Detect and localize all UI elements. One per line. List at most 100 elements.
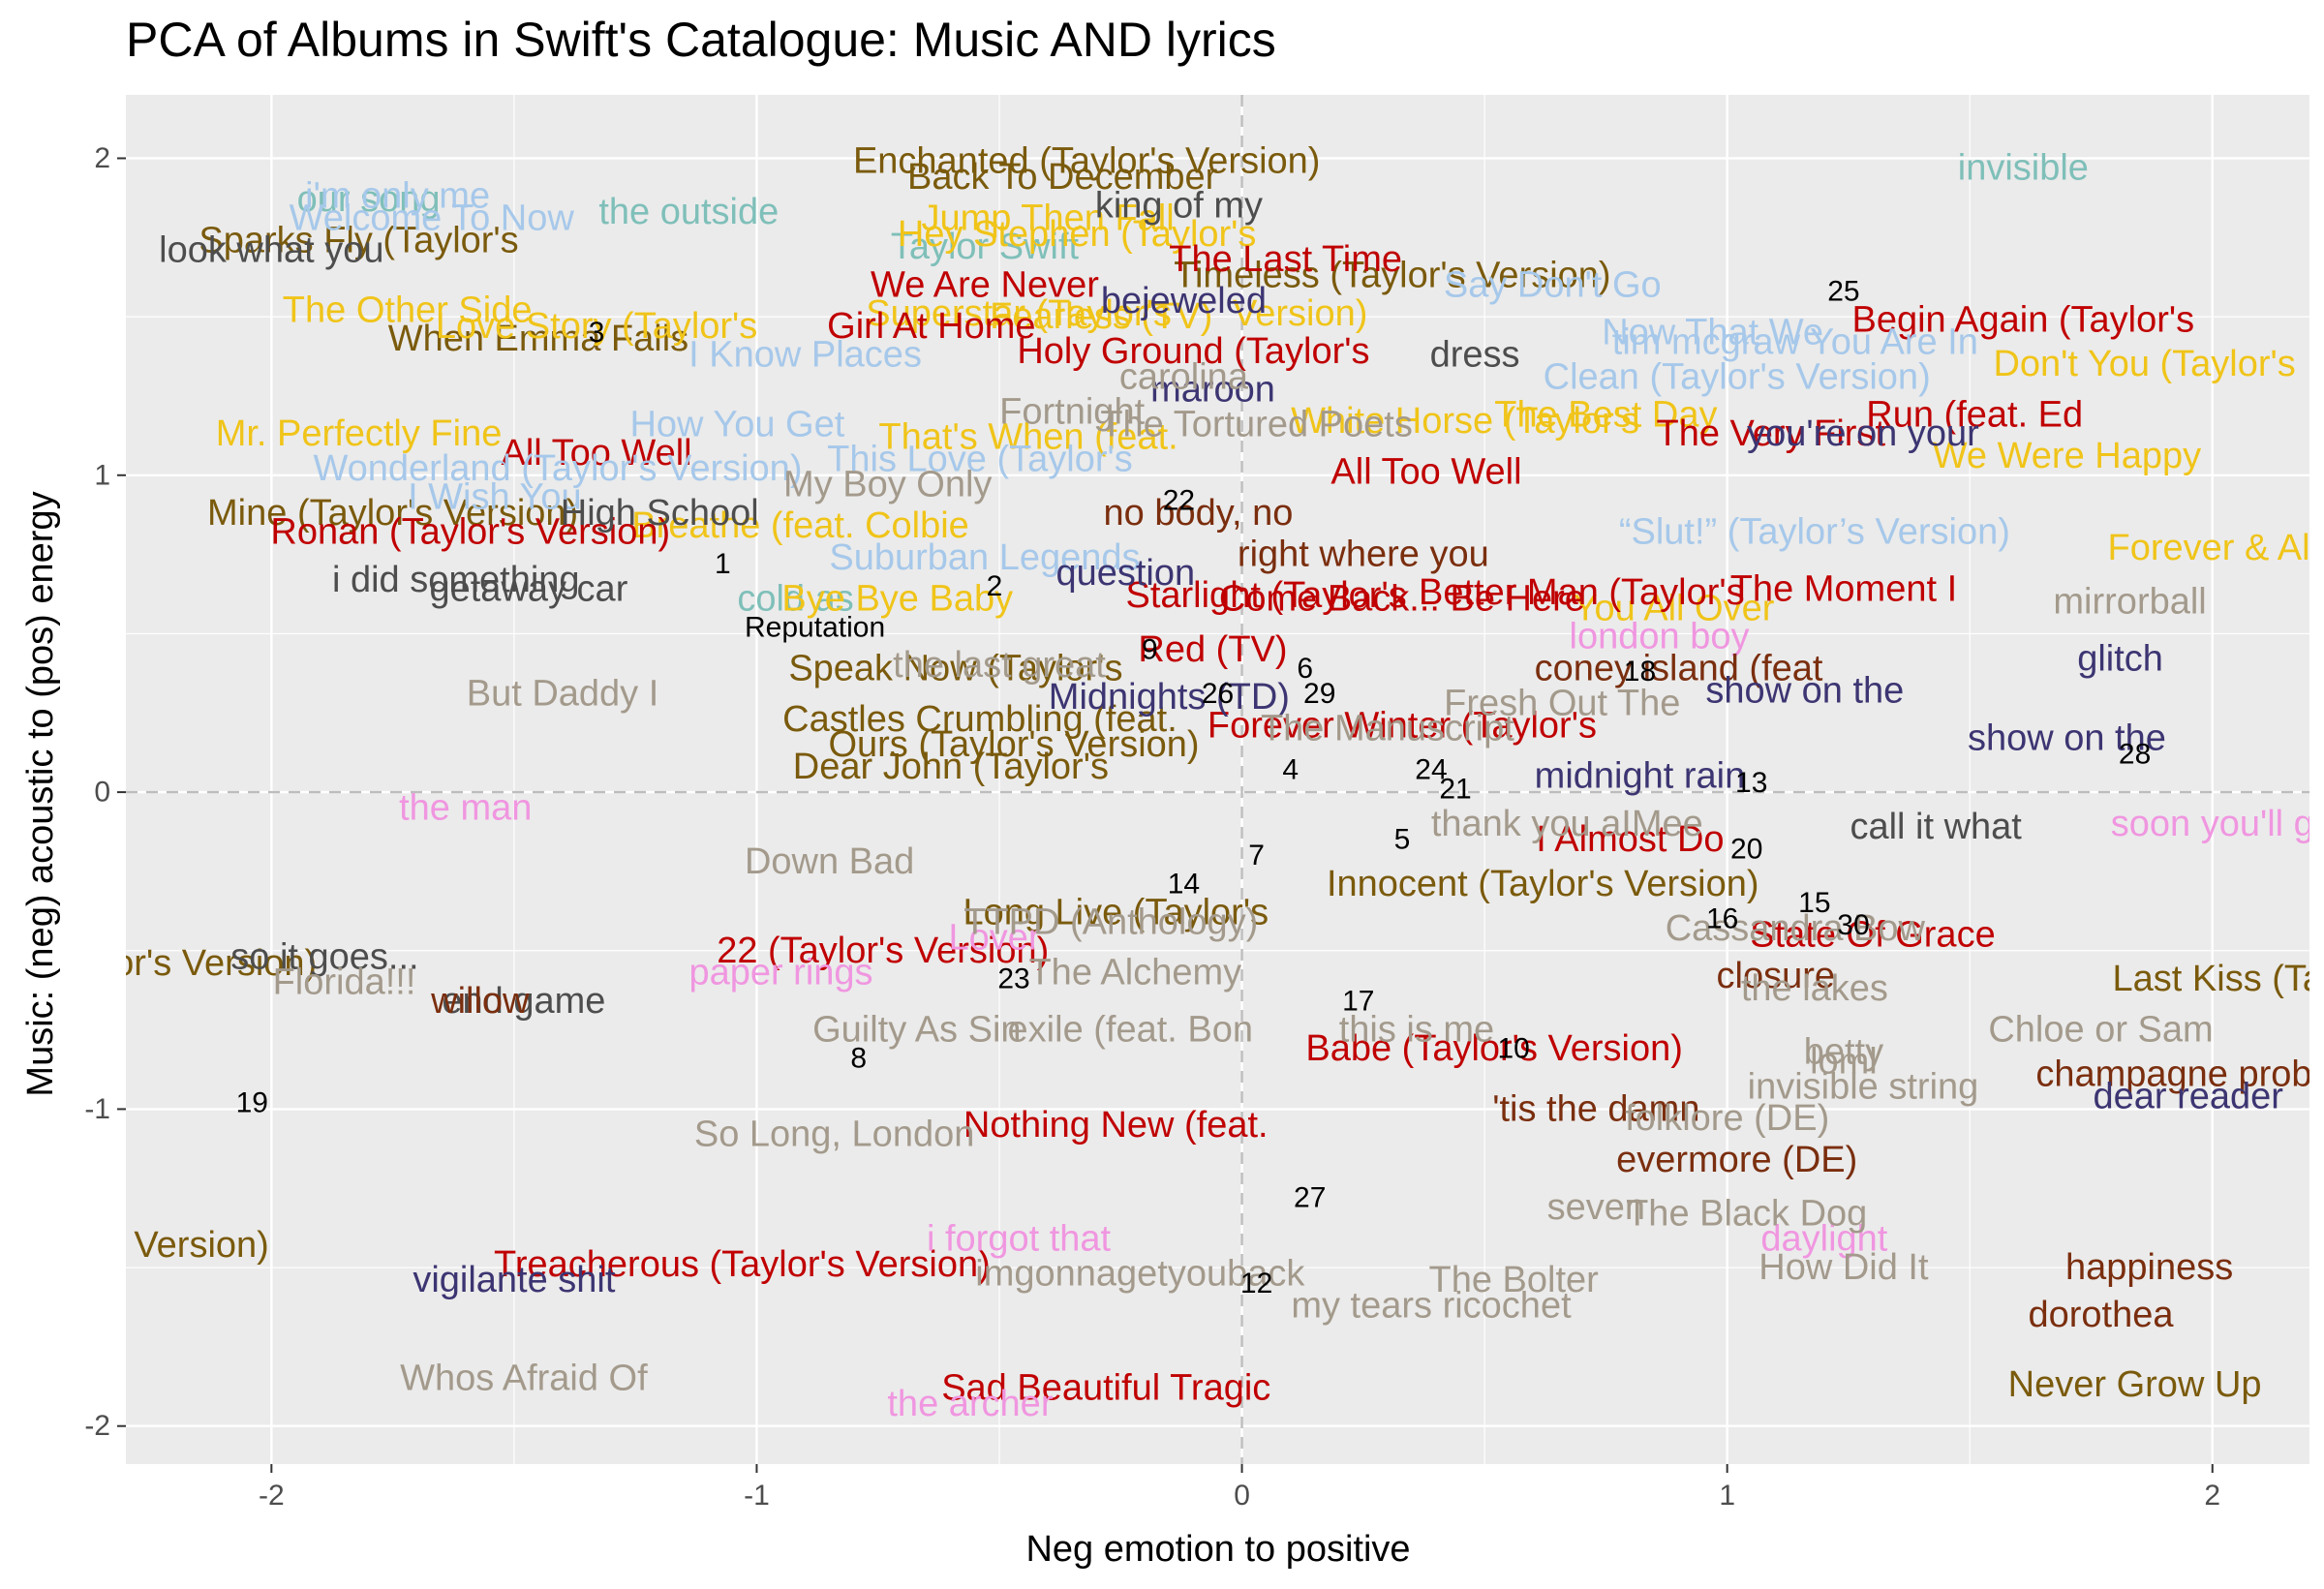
point-label: When Emma Falls bbox=[388, 319, 688, 359]
plot-panel bbox=[126, 95, 2309, 1464]
number-label: 30 bbox=[1837, 909, 1869, 941]
point-label: paper rings bbox=[688, 953, 872, 993]
point-label: betty bbox=[1804, 1031, 1883, 1072]
point-label: White Horse (Taylor's bbox=[1291, 401, 1639, 442]
point-label: “Slut!” (Taylor’s Version) bbox=[1619, 512, 2010, 553]
point-label: That's When (feat. bbox=[878, 417, 1177, 458]
number-label: 13 bbox=[1735, 767, 1767, 799]
point-label: Mine (Taylor's Version) bbox=[207, 493, 578, 534]
point-label: dear reader bbox=[2093, 1076, 2283, 1116]
number-label: 25 bbox=[1827, 275, 1859, 307]
point-label: king of my bbox=[1095, 186, 1263, 227]
point-label: coney island (feat bbox=[1535, 648, 1823, 688]
point-label: Suburban Legends bbox=[829, 537, 1140, 578]
point-label: i did something bbox=[332, 560, 580, 600]
point-label: Dear John (Taylor's bbox=[793, 747, 1109, 787]
number-label: 4 bbox=[1282, 754, 1299, 786]
point-label: invisible string bbox=[1748, 1066, 1979, 1107]
point-label: my tears ricochet bbox=[1291, 1285, 1572, 1326]
number-label: 19 bbox=[236, 1086, 268, 1118]
point-label: Girl At Home bbox=[827, 306, 1035, 347]
point-label: Version) bbox=[1233, 293, 1367, 334]
point-label: Timeless (Taylor's Version) bbox=[1174, 256, 1610, 296]
point-label: tim mcgraw You Are In bbox=[1612, 321, 1978, 362]
point-label: Clean (Taylor's Version) bbox=[1544, 356, 1931, 397]
number-label: 6 bbox=[1297, 653, 1313, 685]
point-label: Down Bad bbox=[745, 841, 914, 882]
point-label: We Are Never bbox=[871, 264, 1099, 305]
number-label: 14 bbox=[1168, 869, 1200, 901]
point-label: call it what bbox=[1850, 807, 2022, 847]
point-label: Superstar (Taylor's bbox=[866, 293, 1172, 334]
point-label: The Alchemy bbox=[1028, 953, 1241, 993]
point-label: evermore (DE) bbox=[1616, 1140, 1857, 1180]
point-label: willow bbox=[430, 981, 530, 1022]
point-label: the lakes bbox=[1741, 968, 1888, 1009]
point-label: Come Back... Be Here bbox=[1219, 578, 1585, 619]
point-label: The Tortured Poets bbox=[1100, 404, 1412, 444]
point-label: show on the bbox=[1968, 718, 2166, 758]
point-label: Ours (Taylor's Version) bbox=[828, 724, 1199, 765]
point-label: Castles Crumbling (feat. bbox=[782, 699, 1177, 740]
point-label: our song bbox=[297, 179, 441, 220]
point-label: How You Get bbox=[629, 404, 844, 444]
point-label: carolina bbox=[1119, 356, 1249, 397]
point-label: this is me bbox=[1339, 1010, 1494, 1051]
number-label: 26 bbox=[1202, 678, 1234, 710]
point-label: Fortnight bbox=[999, 391, 1145, 432]
point-label: Fearless (TV) bbox=[990, 296, 1212, 337]
point-label: Midnights (TD) bbox=[1049, 677, 1290, 718]
point-label: We Were Happy bbox=[1933, 436, 2201, 476]
point-label: cold as bbox=[737, 578, 853, 619]
point-label: Guilty As Sin bbox=[812, 1010, 1021, 1051]
x-tick-label: 0 bbox=[1234, 1480, 1250, 1512]
minor-gridlines bbox=[126, 95, 2309, 1464]
number-label: 16 bbox=[1706, 903, 1738, 935]
point-label: But Daddy I bbox=[467, 674, 659, 715]
number-label: 15 bbox=[1798, 887, 1830, 919]
point-label: happiness bbox=[2065, 1247, 2233, 1288]
number-label: 28 bbox=[2119, 738, 2151, 770]
point-label: Wonderland (Taylor's Version) bbox=[313, 448, 802, 489]
point-label: The Last Time bbox=[1169, 239, 1402, 280]
point-label: the archer bbox=[887, 1384, 1053, 1424]
point-label: Back To December bbox=[907, 157, 1218, 198]
point-label: Treacherous (Taylor's Version) bbox=[494, 1244, 991, 1285]
point-label: Sparks Fly (Taylor's bbox=[199, 221, 518, 261]
point-label: i forgot that bbox=[927, 1219, 1112, 1260]
point-label: Sad Beautiful Tragic bbox=[941, 1367, 1270, 1408]
point-label: The Moment I bbox=[1730, 569, 1957, 610]
point-label: you're on your bbox=[1747, 413, 1979, 454]
x-axis-title: Neg emotion to positive bbox=[1025, 1529, 1410, 1570]
point-label: bejeweled bbox=[1101, 281, 1267, 321]
point-label: Ronan (Taylor's Version) bbox=[270, 512, 670, 553]
point-label: closure bbox=[1717, 956, 1836, 996]
point-label: State Of Grace bbox=[1750, 914, 1995, 955]
number-label: 8 bbox=[850, 1043, 867, 1075]
x-tick-label: 2 bbox=[2204, 1480, 2220, 1512]
point-label: Speak Now (Taylor's bbox=[788, 648, 1122, 688]
point-label: Begin Again (Taylor's bbox=[1852, 299, 2195, 340]
point-label: Now That We bbox=[1602, 312, 1823, 352]
point-label: imgonnagetyouback bbox=[975, 1254, 1305, 1295]
point-label: exile (feat. Bon bbox=[1008, 1010, 1253, 1051]
y-tick-label: -2 bbox=[84, 1410, 110, 1442]
y-tick-label: -1 bbox=[84, 1093, 110, 1125]
number-label: 21 bbox=[1439, 773, 1471, 805]
x-tick-label: -1 bbox=[744, 1480, 770, 1512]
point-label: Mr. Perfectly Fine bbox=[216, 413, 503, 454]
point-label: Forever Winter (Taylor's bbox=[1208, 705, 1597, 746]
point-label: Long Live (Taylor's bbox=[963, 892, 1269, 932]
point-label: i'm only me bbox=[305, 176, 490, 217]
chart-title: PCA of Albums in Swift's Catalogue: Musi… bbox=[126, 13, 1276, 67]
point-label: Whos Afraid Of bbox=[400, 1359, 648, 1399]
point-label: Love Story (Taylor's bbox=[436, 306, 757, 347]
point-label: maroon bbox=[1150, 369, 1275, 410]
point-label: TTPD (Anthology) bbox=[963, 901, 1258, 942]
point-label: end game bbox=[442, 981, 605, 1022]
x-axis: -2 -1 0 1 2 bbox=[259, 1464, 2220, 1512]
point-label: the man bbox=[399, 787, 532, 828]
point-label: You All Over bbox=[1574, 588, 1775, 628]
